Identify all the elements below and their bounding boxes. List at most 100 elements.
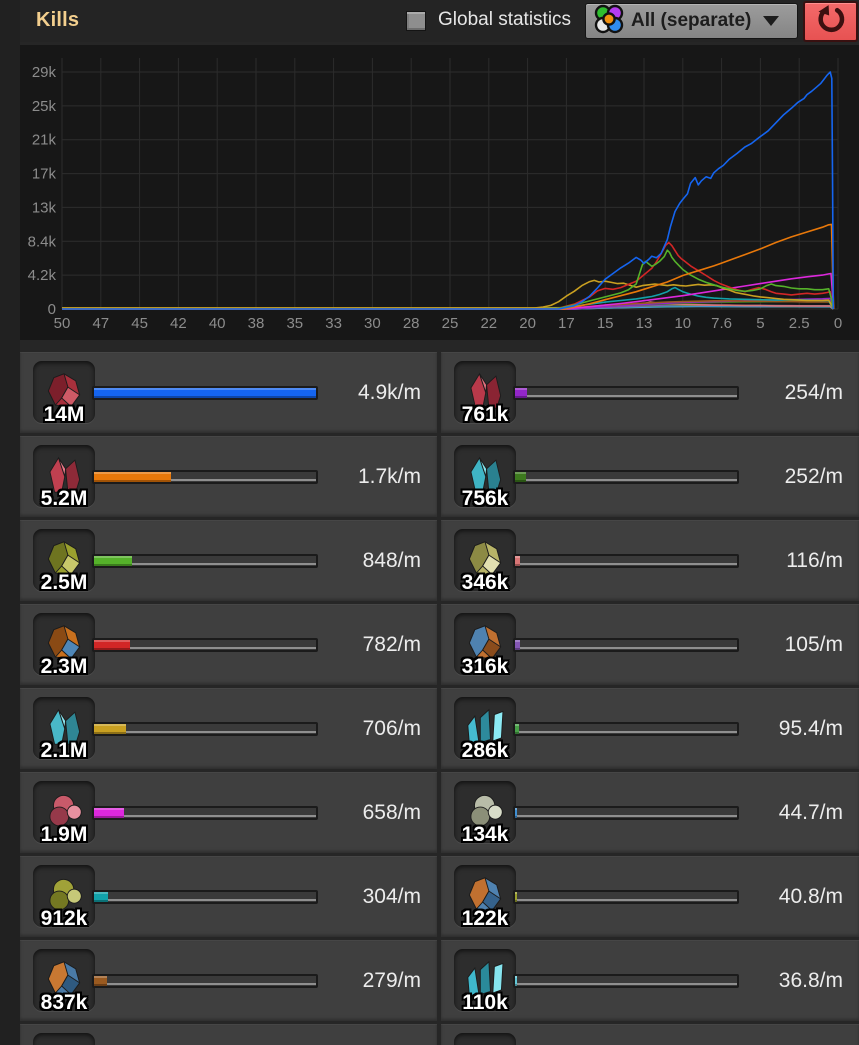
- rate-bar: [513, 554, 739, 568]
- svg-text:38: 38: [248, 315, 265, 332]
- item-icon-slot[interactable]: 14M: [33, 361, 95, 426]
- item-rate: 105/m: [784, 632, 843, 656]
- chart-line-2.1M: [62, 279, 834, 309]
- item-icon-slot[interactable]: 2.3M: [33, 613, 95, 678]
- item-count: 2.1M: [40, 739, 88, 762]
- item-icon-slot[interactable]: 2.5M: [33, 529, 95, 594]
- rate-bar-track: [94, 479, 316, 481]
- rate-bar-track: [515, 815, 737, 817]
- item-icon-slot[interactable]: 122k: [454, 865, 516, 930]
- item-icon-slot[interactable]: 110k: [454, 949, 516, 1014]
- rate-bar: [92, 554, 318, 568]
- page-title: Kills: [36, 9, 80, 31]
- rate-bar-fill: [94, 388, 316, 398]
- item-icon-slot[interactable]: 1.9M: [33, 781, 95, 846]
- svg-text:17: 17: [558, 315, 575, 332]
- rate-bar: [513, 722, 739, 736]
- global-statistics-label: Global statistics: [438, 9, 572, 30]
- kill-item-row: 134k 44.7/m: [441, 772, 859, 853]
- item-rate: 706/m: [362, 716, 421, 740]
- kill-item-row: 912k 304/m: [20, 856, 437, 937]
- kill-item-row: 5.2M 1.7k/m: [20, 436, 437, 517]
- rate-bar-fill: [94, 976, 107, 986]
- item-icon-slot[interactable]: 837k: [33, 949, 95, 1014]
- chart-line-5.2M: [62, 223, 835, 310]
- rate-bar-fill: [515, 556, 521, 566]
- item-icon-slot[interactable]: [33, 1033, 95, 1045]
- rate-bar-fill: [515, 808, 517, 818]
- claws-icon: [467, 708, 504, 745]
- item-count: 1.9M: [40, 823, 88, 846]
- chunk-icon: [47, 625, 81, 660]
- rate-bar-fill: [94, 640, 130, 650]
- item-count: 110k: [462, 991, 508, 1014]
- item-rate: 658/m: [362, 800, 421, 824]
- svg-text:0: 0: [834, 315, 842, 332]
- reset-button[interactable]: [803, 1, 858, 42]
- rate-bar-track: [515, 983, 737, 985]
- item-icon-slot[interactable]: 316k: [454, 613, 516, 678]
- item-icon-slot[interactable]: 5.2M: [33, 445, 95, 510]
- svg-text:10: 10: [674, 315, 691, 332]
- chevron-down-icon: [763, 16, 780, 26]
- svg-text:13: 13: [636, 315, 653, 332]
- item-icon-slot[interactable]: 346k: [454, 529, 516, 594]
- kill-item-row-partial: [441, 1024, 859, 1045]
- rate-bar-fill: [94, 808, 124, 818]
- item-icon-slot[interactable]: [454, 1033, 516, 1045]
- item-count: 761k: [461, 403, 509, 426]
- item-icon-slot[interactable]: 761k: [454, 361, 516, 426]
- chunk-icon: [47, 961, 81, 996]
- rate-bar-track: [515, 563, 737, 565]
- chart-line-2.3M: [62, 241, 835, 310]
- rate-bar-track: [94, 899, 316, 901]
- item-icon-slot[interactable]: 756k: [454, 445, 516, 510]
- item-icon-slot[interactable]: 912k: [33, 865, 95, 930]
- chunk-icon: [47, 541, 81, 576]
- kill-item-row: 2.1M 706/m: [20, 688, 437, 769]
- item-rate: 95.4/m: [778, 716, 843, 740]
- kill-item-row: 286k 95.4/m: [441, 688, 859, 769]
- rate-bar-track: [94, 731, 316, 733]
- item-icon-slot[interactable]: 134k: [454, 781, 516, 846]
- rate-bar: [513, 638, 739, 652]
- kill-item-row: 110k 36.8/m: [441, 940, 859, 1021]
- svg-text:40: 40: [209, 315, 226, 332]
- item-count: 122k: [461, 907, 509, 930]
- svg-text:20: 20: [519, 315, 536, 332]
- item-rate: 4.9k/m: [357, 380, 421, 404]
- cluster-icon: [470, 794, 503, 827]
- crystal-icon: [49, 456, 81, 493]
- rate-bar-fill: [515, 724, 520, 734]
- item-rate: 44.7/m: [778, 800, 843, 824]
- kill-item-row: 2.3M 782/m: [20, 604, 437, 685]
- global-statistics-checkbox[interactable]: [406, 11, 426, 31]
- svg-text:25k: 25k: [32, 98, 57, 115]
- item-count: 2.5M: [40, 571, 88, 594]
- item-count: 756k: [461, 487, 509, 510]
- rate-bar-track: [515, 731, 737, 733]
- series-mode-dropdown[interactable]: All (separate): [585, 3, 798, 39]
- crystal-icon: [470, 456, 502, 493]
- svg-text:33: 33: [325, 315, 342, 332]
- svg-text:2.5: 2.5: [789, 315, 810, 332]
- rate-bar: [513, 890, 739, 904]
- item-icon-slot[interactable]: 2.1M: [33, 697, 95, 762]
- svg-text:45: 45: [131, 315, 148, 332]
- reset-icon: [815, 3, 847, 40]
- item-count: 912k: [40, 907, 88, 930]
- rate-bar-track: [515, 395, 737, 397]
- rate-bar: [513, 806, 739, 820]
- svg-text:7.6: 7.6: [711, 315, 732, 332]
- item-count: 316k: [461, 655, 509, 678]
- kill-item-row: 316k 105/m: [441, 604, 859, 685]
- svg-text:5: 5: [756, 315, 764, 332]
- rate-bar: [92, 806, 318, 820]
- item-count: 14M: [43, 403, 85, 426]
- svg-text:17k: 17k: [32, 166, 57, 183]
- rate-bar-fill: [515, 892, 517, 902]
- item-icon-slot[interactable]: 286k: [454, 697, 516, 762]
- dropdown-label: All (separate): [631, 10, 752, 31]
- svg-text:30: 30: [364, 315, 381, 332]
- rate-bar-track: [94, 647, 316, 649]
